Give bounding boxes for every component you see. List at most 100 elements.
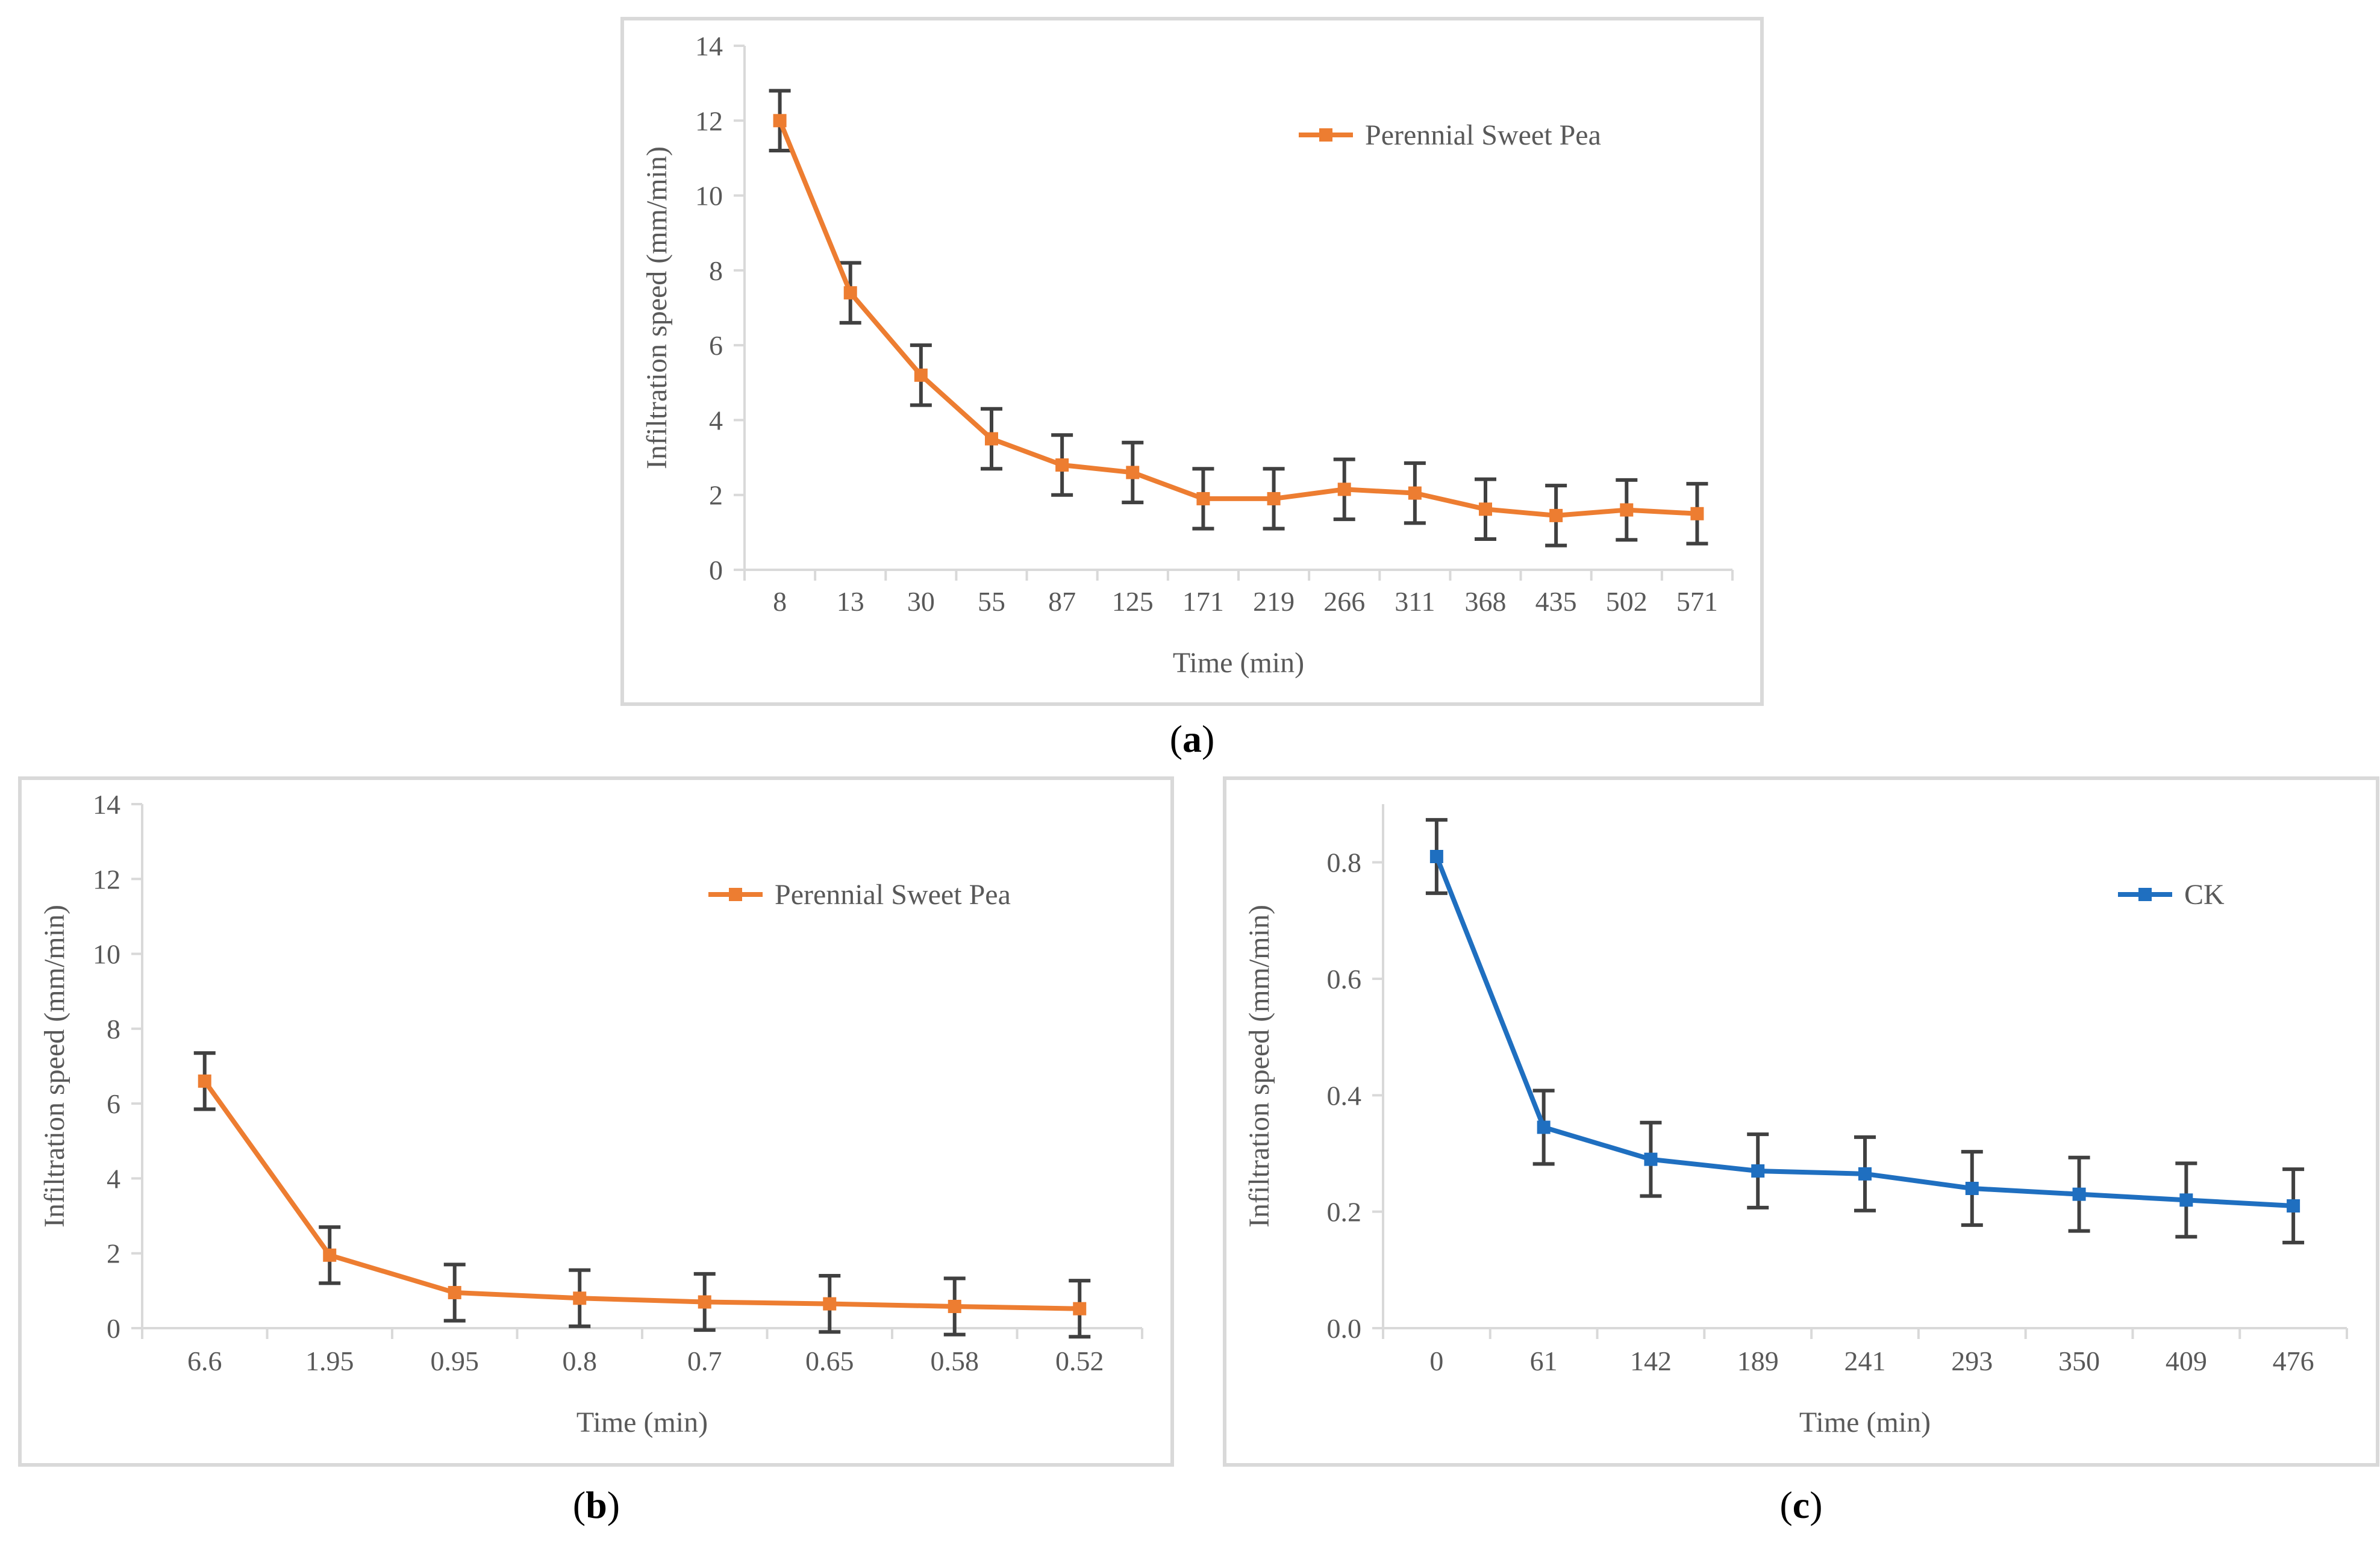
chart-b-y-tick-label: 8 — [107, 1014, 120, 1044]
chart-b-data-point — [323, 1248, 337, 1262]
chart-c-x-tick-label: 350 — [2058, 1346, 2100, 1376]
chart-a-x-tick-label: 571 — [1676, 586, 1718, 617]
chart-c-x-tick-label: 293 — [1951, 1346, 1993, 1376]
chart-c-data-point — [1537, 1120, 1551, 1134]
chart-a-data-point — [1267, 492, 1281, 505]
chart-c-y-tick-label: 0.4 — [1327, 1080, 1362, 1111]
chart-b-x-tick-label: 6.6 — [187, 1346, 222, 1376]
chart-b-x-tick-label: 1.95 — [305, 1346, 354, 1376]
chart-b-data-point — [448, 1285, 461, 1299]
chart-c-x-tick-label: 61 — [1530, 1346, 1558, 1376]
chart-b-data-point — [198, 1074, 211, 1088]
chart-c-data-point — [1751, 1164, 1765, 1178]
chart-b-y-tick-label: 2 — [107, 1238, 120, 1269]
chart-b-data-point — [948, 1299, 961, 1313]
chart-b-y-tick-label: 4 — [107, 1163, 120, 1194]
chart-c-y-tick-label: 0.0 — [1327, 1313, 1362, 1344]
chart-a-data-point — [1549, 508, 1563, 522]
chart-b-x-tick-label: 0.7 — [687, 1346, 722, 1376]
chart-a-y-tick-label: 8 — [709, 255, 723, 286]
chart-b-legend-marker — [729, 888, 742, 901]
chart-a-y-tick-label: 12 — [695, 105, 723, 136]
chart-b-series-line — [202, 1079, 1080, 1311]
chart-b-y-axis-title: Infiltration speed (mm/min) — [39, 905, 70, 1228]
chart-b-y-tick-label: 10 — [93, 939, 120, 970]
chart-c-x-tick-label: 189 — [1737, 1346, 1779, 1376]
chart-a-y-tick-label: 10 — [695, 181, 723, 211]
chart-c-data-point — [1644, 1152, 1658, 1166]
chart-c-legend-marker — [2138, 888, 2152, 901]
chart-b-x-tick-label: 0.8 — [563, 1346, 598, 1376]
chart-a-x-tick-label: 502 — [1606, 586, 1648, 617]
chart-a-data-point — [914, 368, 928, 382]
chart-a-x-tick-label: 55 — [978, 586, 1005, 617]
chart-a-x-tick-label: 30 — [907, 586, 935, 617]
chart-c-data-point — [2072, 1187, 2086, 1201]
chart-panel-b: 0 2 4 6 8 10 12 14 6.6 1.95 0.95 0.8 0.7 0.65 0.58 0.52… — [18, 776, 1174, 1467]
chart-c-legend-label: CK — [2184, 879, 2225, 911]
chart-a-legend-marker — [1319, 128, 1332, 142]
chart-c-y-axis-title: Infiltration speed (mm/min) — [1243, 905, 1275, 1228]
chart-c-y-tick-label: 0.2 — [1327, 1197, 1362, 1228]
chart-a-x-tick-label: 8 — [773, 586, 787, 617]
chart-a-x-axis-title: Time (min) — [1173, 647, 1304, 679]
caption-b: (b) — [572, 1484, 620, 1526]
chart-c-svg: 0.0 0.2 0.4 0.6 0.8 0 61 142 189 241 293 350 409 476 T… — [1243, 804, 2348, 1438]
chart-panel-a: 0 2 4 6 8 10 12 14 8 13 30 55 87 125 171 219 266 311 368 43… — [620, 17, 1764, 706]
chart-a-data-point — [1055, 458, 1069, 472]
chart-a-x-tick-label: 87 — [1048, 586, 1076, 617]
chart-a-x-tick-label: 435 — [1535, 586, 1577, 617]
chart-b-y-tick-label: 0 — [107, 1313, 120, 1344]
chart-c-x-tick-label: 409 — [2166, 1346, 2207, 1376]
chart-a-data-point — [1408, 486, 1422, 500]
chart-a-x-tick-label: 125 — [1112, 586, 1154, 617]
chart-b-y-tick-label: 14 — [93, 789, 120, 820]
chart-c-x-tick-label: 142 — [1630, 1346, 1672, 1376]
chart-a-data-point — [843, 286, 857, 300]
caption-a-letter: a — [1182, 717, 1202, 760]
chart-a-data-point — [1126, 466, 1140, 479]
chart-b-legend-label: Perennial Sweet Pea — [775, 879, 1011, 911]
chart-a-x-tick-label: 311 — [1395, 586, 1435, 617]
chart-a-y-axis-title: Infiltration speed (mm/min) — [641, 146, 673, 469]
chart-a-data-point — [1196, 492, 1210, 505]
chart-c-y-tick-label: 0.8 — [1327, 847, 1362, 878]
chart-c-data-point — [2287, 1199, 2300, 1213]
chart-c-data-point — [1858, 1167, 1872, 1181]
chart-a-y-tick-label: 14 — [695, 31, 723, 61]
caption-b-letter: b — [586, 1484, 607, 1526]
chart-a-y-tick-label: 4 — [709, 405, 723, 435]
caption-c: (c) — [1779, 1484, 1823, 1526]
chart-c-x-axis-title: Time (min) — [1799, 1406, 1931, 1438]
chart-a-data-point — [985, 432, 998, 446]
chart-b-x-tick-label: 0.65 — [805, 1346, 854, 1376]
chart-c-data-point — [1965, 1182, 1979, 1195]
chart-b-data-point — [823, 1297, 837, 1311]
chart-b-data-point — [573, 1291, 587, 1305]
chart-c-x-tick-label: 241 — [1844, 1346, 1886, 1376]
chart-a-y-tick-label: 0 — [709, 555, 723, 585]
chart-a-x-tick-label: 171 — [1182, 586, 1224, 617]
chart-a-x-tick-label: 13 — [837, 586, 864, 617]
chart-a-x-tick-label: 219 — [1253, 586, 1295, 617]
chart-b-x-tick-label: 0.52 — [1055, 1346, 1104, 1376]
chart-c-y-tick-label: 0.6 — [1327, 964, 1362, 994]
chart-b-x-axis-title: Time (min) — [576, 1406, 708, 1438]
chart-c-data-point — [1429, 850, 1443, 863]
chart-a-svg: 0 2 4 6 8 10 12 14 8 13 30 55 87 125 171 219 266 311 368 43… — [641, 31, 1734, 679]
chart-b-data-point — [1073, 1302, 1087, 1316]
chart-c-x-tick-label: 0 — [1429, 1346, 1443, 1376]
chart-b-y-tick-label: 12 — [93, 864, 120, 894]
chart-b-data-point — [698, 1295, 711, 1309]
chart-b-svg: 0 2 4 6 8 10 12 14 6.6 1.95 0.95 0.8 0.7 0.65 0.58 0.52… — [39, 789, 1143, 1438]
chart-a-x-tick-label: 368 — [1465, 586, 1507, 617]
chart-a-y-tick-label: 2 — [709, 480, 723, 511]
caption-c-letter: c — [1792, 1484, 1810, 1526]
chart-a-data-point — [1690, 507, 1704, 520]
chart-b-x-tick-label: 0.58 — [931, 1346, 979, 1376]
chart-a-data-point — [1337, 482, 1351, 496]
chart-a-data-point — [1479, 502, 1492, 516]
chart-b-y-tick-label: 6 — [107, 1088, 120, 1119]
chart-a-data-point — [1620, 503, 1634, 517]
caption-a: (a) — [1169, 717, 1215, 760]
